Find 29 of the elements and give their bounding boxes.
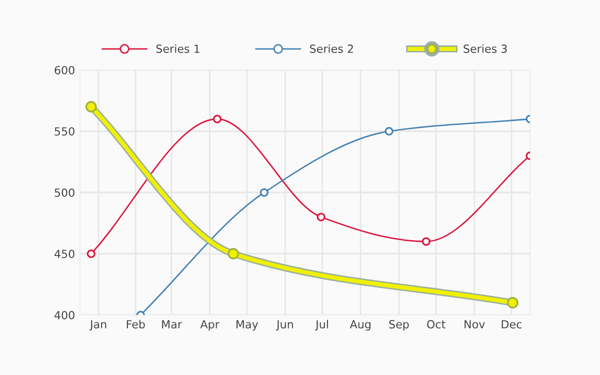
y-tick-label: 400	[54, 310, 74, 320]
x-tick-label: Jul	[315, 320, 328, 331]
y-tick-label: 550	[54, 127, 74, 136]
point	[422, 237, 430, 246]
x-tick-label: Jan	[89, 320, 106, 331]
point	[212, 114, 222, 124]
x-tick-label: May	[236, 320, 258, 331]
legend-label: Series 2	[310, 44, 353, 53]
point	[316, 212, 326, 222]
y-tick-label: 500	[54, 188, 74, 197]
x-tick-label: Apr	[200, 320, 220, 331]
point	[384, 126, 394, 136]
x-tick-label: Feb	[126, 320, 145, 328]
point	[86, 249, 96, 258]
x-tick-label: Aug	[350, 320, 370, 331]
point	[506, 297, 518, 308]
legend-label: Series 3	[464, 44, 507, 53]
x-tick-label: Nov	[464, 320, 485, 328]
point	[85, 101, 97, 112]
point	[260, 188, 269, 197]
y-tick-label: 600	[54, 66, 74, 74]
x-tick-label: Oct	[427, 320, 446, 328]
x-tick-label: Jun	[276, 320, 293, 331]
x-tick-label: Mar	[162, 320, 182, 328]
x-tick-label: Sep	[389, 320, 409, 331]
point	[228, 248, 239, 260]
y-tick-label: 450	[54, 250, 74, 258]
legend-label: Series 1	[156, 44, 200, 53]
x-tick-label: Dec	[502, 320, 522, 328]
